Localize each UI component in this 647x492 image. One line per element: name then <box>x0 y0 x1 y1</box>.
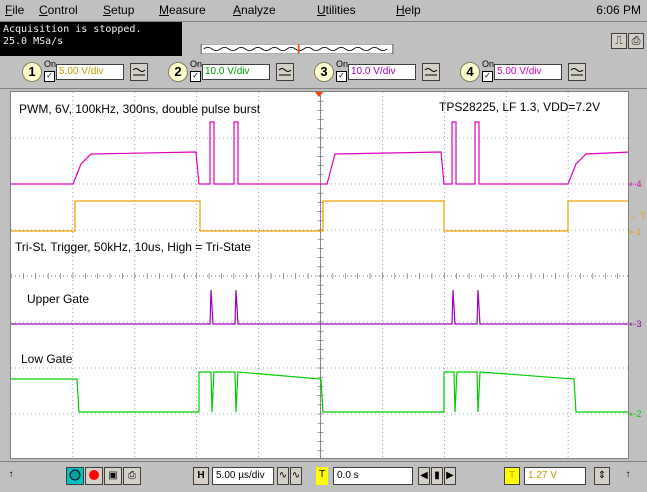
channel-3-coupling-icon[interactable] <box>422 63 440 81</box>
menu-utilities[interactable]: Utilities <box>317 3 356 17</box>
channel-1-checkbox[interactable]: ✓ <box>44 71 55 82</box>
acquisition-memory-bar[interactable] <box>182 44 412 54</box>
channel-2-coupling-icon[interactable] <box>276 63 294 81</box>
delay-left-button[interactable]: ◀ <box>418 467 430 485</box>
channel-1-coupling-icon[interactable] <box>130 63 148 81</box>
low-gate-trace <box>11 371 628 413</box>
channel-2-checkbox[interactable]: ✓ <box>190 71 201 82</box>
timebase-adjust-icon[interactable]: ∿ <box>277 467 289 485</box>
channel-4-button[interactable]: 4 <box>460 62 480 82</box>
delay-label: T <box>316 467 328 485</box>
delay-right-button[interactable]: ▶ <box>444 467 456 485</box>
status-line-2: 25.0 MSa/s <box>3 36 64 47</box>
channel-1-on-label: On <box>44 59 57 69</box>
channel-1-scale[interactable]: 5.00 V/div <box>56 64 124 80</box>
trigger-position-marker <box>315 92 323 97</box>
channel-4-checkbox[interactable]: ✓ <box>482 71 493 82</box>
ch4-ground-marker[interactable]: ⇠4 <box>629 179 642 189</box>
ch3-ground-marker[interactable]: ⇠3 <box>629 319 642 329</box>
channel-3-scale[interactable]: 10.0 V/div <box>348 64 416 80</box>
scroll-right-icon[interactable]: ↑ <box>625 469 631 480</box>
menu-analyze[interactable]: Analyze <box>233 3 276 17</box>
tristate-annotation: Tri-St. Trigger, 50kHz, 10us, High = Tri… <box>15 240 251 254</box>
menu-bar: File Control Setup Measure Analyze Utili… <box>0 0 647 22</box>
pwm-annotation: PWM, 6V, 100kHz, 300ns, double pulse bur… <box>19 102 261 116</box>
bottom-toolbar: ↑ ▣ ⎙ H 5.00 µs/div ∿ ∿ T 0.0 s ◀ ▮ ▶ T … <box>0 461 647 492</box>
pwm-trace <box>11 121 628 185</box>
menu-measure[interactable]: Measure <box>159 3 206 17</box>
clock: 6:06 PM <box>596 3 641 17</box>
timebase-adjust-alt-icon[interactable]: ∿ <box>290 467 302 485</box>
print-button[interactable]: ⎙ <box>628 33 644 49</box>
ch1-ground-marker[interactable]: ⇠1 <box>629 227 642 237</box>
record-button[interactable] <box>85 467 103 485</box>
channel-4-on-label: On <box>482 59 495 69</box>
color-grade-button[interactable] <box>66 467 84 485</box>
timebase-field[interactable]: 5.00 µs/div <box>212 467 274 485</box>
channel-3-button[interactable]: 3 <box>314 62 334 82</box>
ch2-ground-marker[interactable]: ⇠2 <box>629 409 642 419</box>
save-screen-icon[interactable]: ▣ <box>104 467 122 485</box>
channel-3-checkbox[interactable]: ✓ <box>336 71 347 82</box>
channel-row: 1 On ✓ 5.00 V/div 2 On ✓ 10.0 V/div 3 On… <box>0 58 647 89</box>
status-line-1: Acquisition is stopped. <box>3 24 142 35</box>
channel-2-scale[interactable]: 10.0 V/div <box>202 64 270 80</box>
menu-file[interactable]: File <box>5 3 25 17</box>
channel-1-button[interactable]: 1 <box>22 62 42 82</box>
menu-help[interactable]: Help <box>396 3 421 17</box>
trigger-label: T <box>504 467 520 485</box>
device-annotation: TPS28225, LF 1.3, VDD=7.2V <box>439 100 601 114</box>
delay-field[interactable]: 0.0 s <box>333 467 413 485</box>
channel-4-scale[interactable]: 5.00 V/div <box>494 64 562 80</box>
print-icon[interactable]: ⎙ <box>123 467 141 485</box>
channel-2-button[interactable]: 2 <box>168 62 188 82</box>
graticule <box>11 92 628 458</box>
status-area: Acquisition is stopped. 25.0 MSa/s ⎍ ⎙ <box>0 22 647 58</box>
scroll-left-icon[interactable]: ↑ <box>8 469 14 480</box>
upper-gate-annotation: Upper Gate <box>27 292 90 306</box>
low-gate-annotation: Low Gate <box>21 352 73 366</box>
channel-3-on-label: On <box>336 59 349 69</box>
upper-gate-trace <box>11 289 628 325</box>
trigger-level-stepper[interactable]: ⇕ <box>594 467 610 485</box>
horizontal-label: H <box>193 467 209 485</box>
menu-control[interactable]: Control <box>39 3 78 17</box>
waveform-canvas <box>11 92 628 458</box>
trigger-level-marker[interactable]: ← T <box>629 211 646 221</box>
menu-setup[interactable]: Setup <box>103 3 135 17</box>
channel-ground-markers: ⇠4 ← T ⇠1 ⇠3 ⇠2 <box>629 91 647 459</box>
tristate-trigger-trace <box>11 200 628 232</box>
channel-2-on-label: On <box>190 59 203 69</box>
channel-4-coupling-icon[interactable] <box>568 63 586 81</box>
waveform-display[interactable]: PWM, 6V, 100kHz, 300ns, double pulse bur… <box>10 91 629 459</box>
acquisition-status: Acquisition is stopped. 25.0 MSa/s <box>0 22 182 56</box>
run-stop-button[interactable]: ⎍ <box>611 33 627 49</box>
trigger-level-field[interactable]: 1.27 V <box>524 467 586 485</box>
delay-center-button[interactable]: ▮ <box>431 467 443 485</box>
